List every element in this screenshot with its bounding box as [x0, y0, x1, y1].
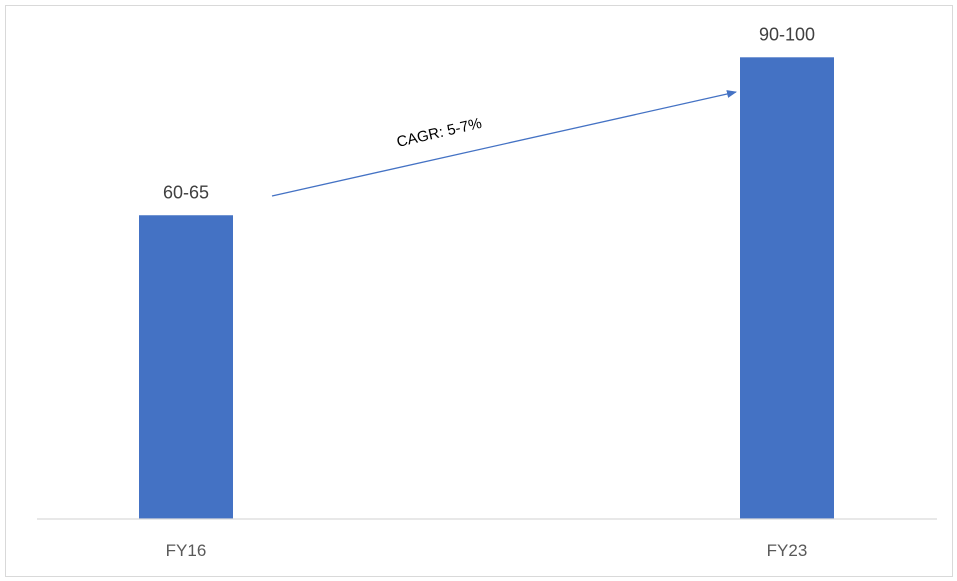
bars-layer [139, 57, 834, 520]
x-tick-label-fy16: FY16 [166, 541, 207, 560]
data-labels-layer: 60-65 90-100 [163, 24, 815, 202]
x-tick-label-fy23: FY23 [767, 541, 808, 560]
cagr-arrow [271, 90, 737, 197]
x-tick-labels-layer: FY16 FY23 [166, 541, 808, 560]
bar-fy16 [139, 215, 233, 519]
cagr-label: CAGR: 5-7% [395, 115, 483, 151]
bar-fy23 [740, 57, 834, 520]
cagr-annotation: CAGR: 5-7% [271, 90, 737, 197]
data-label-fy23: 90-100 [759, 24, 815, 44]
data-label-fy16: 60-65 [163, 182, 209, 202]
